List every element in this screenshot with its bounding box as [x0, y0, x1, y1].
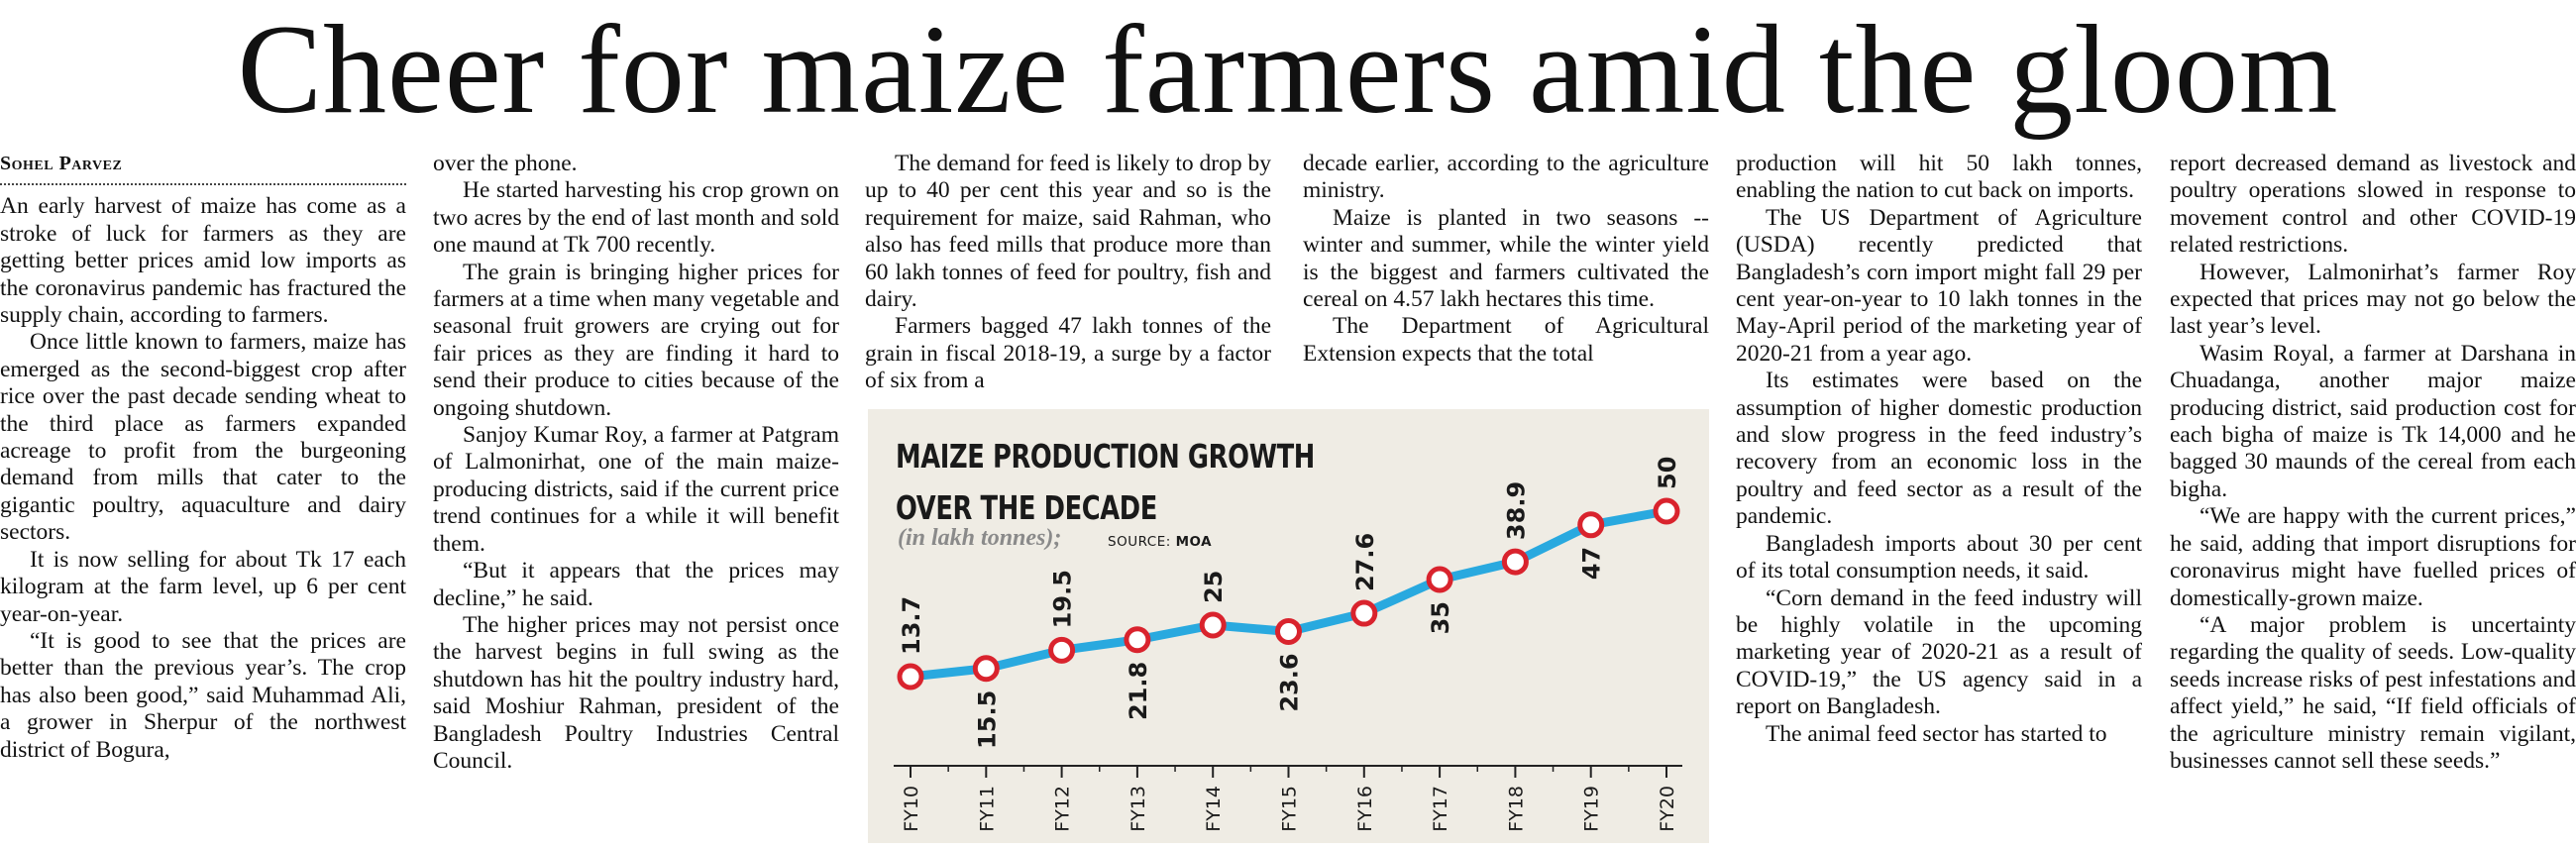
data-label: 19.5 [1049, 570, 1077, 628]
article-column-3: The demand for feed is likely to drop by… [865, 151, 1271, 388]
x-tick-label: FY12 [1052, 786, 1074, 832]
chart-source-label: SOURCE: [1108, 534, 1171, 550]
chart-source-value: MOA [1175, 534, 1213, 550]
chart-source: SOURCE: MOA [1108, 534, 1212, 550]
data-label: 27.6 [1351, 533, 1379, 591]
x-tick-label: FY15 [1279, 786, 1301, 832]
paragraph: The US Department of Agriculture (USDA) … [1736, 204, 2142, 367]
data-label: 25 [1200, 571, 1228, 603]
paragraph: The Department of Agricultural Extension… [1303, 313, 1709, 367]
paragraph: production will hit 50 lakh tonnes, enab… [1736, 151, 2142, 204]
paragraph: However, Lalmonirhat’s farmer Roy expect… [2170, 259, 2576, 340]
article-column-5: production will hit 50 lakh tonnes, enab… [1736, 151, 2142, 844]
data-point [1048, 636, 1076, 664]
paragraph: over the phone. [433, 151, 578, 176]
article-column-2: over the phone. He started harvesting hi… [433, 151, 839, 844]
data-point [972, 655, 1000, 683]
paragraph: Farmers bagged 47 lakh tonnes of the gra… [865, 313, 1271, 388]
x-tick-label: FY20 [1657, 786, 1678, 832]
data-label: 13.7 [898, 596, 925, 655]
data-label: 38.9 [1502, 481, 1530, 540]
paragraph: Its estimates were based on the assumpti… [1736, 368, 2142, 530]
paragraph: Bangladesh imports about 30 per cent of … [1736, 530, 2142, 584]
paragraph: Sanjoy Kumar Roy, a farmer at Patgram of… [433, 422, 839, 557]
data-label: 50 [1654, 457, 1681, 489]
paragraph: decade earlier, according to the agricul… [1303, 151, 1709, 204]
data-point [1199, 611, 1227, 639]
maize-production-chart: MAIZE PRODUCTION GROWTH OVER THE DECADE … [868, 409, 1709, 843]
paragraph: The demand for feed is likely to drop by… [865, 151, 1271, 313]
data-point [1124, 626, 1151, 654]
paragraph: He started harvesting his crop grown on … [433, 177, 839, 259]
x-tick-label: FY10 [901, 786, 922, 832]
data-point [1350, 599, 1378, 627]
data-point [1275, 617, 1302, 645]
paragraph: “We are happy with the current prices,” … [2170, 503, 2576, 611]
data-label: 21.8 [1125, 662, 1152, 720]
x-tick-label: FY17 [1430, 786, 1451, 832]
paragraph: The animal feed sector has started to [1766, 720, 2107, 747]
paragraph: “Corn demand in the feed industry will b… [1736, 584, 2142, 720]
series-line [906, 506, 1671, 682]
chart-title: MAIZE PRODUCTION GROWTH OVER THE DECADE [896, 431, 1315, 534]
paragraph: “A major problem is uncertainty regardin… [2170, 611, 2576, 774]
paragraph: Once little known to farmers, maize has … [0, 329, 406, 546]
byline: Sohel Parvez [0, 151, 406, 186]
paragraph: It is now selling for about Tk 17 each k… [0, 546, 406, 627]
data-point [1577, 511, 1605, 539]
paragraph: report decreased demand as livestock and… [2170, 151, 2576, 259]
data-point [1501, 548, 1529, 576]
article-column-6: report decreased demand as livestock and… [2170, 151, 2576, 844]
chart-plot: FY10 FY11 FY12 FY13 FY14 FY15 FY16 FY17 FY18 FY19… [894, 457, 1682, 832]
x-tick-label: FY13 [1127, 786, 1149, 832]
headline: Cheer for maize farmers amid the gloom [237, 0, 2339, 140]
article-column-1: Sohel Parvez An early harvest of maize h… [0, 151, 406, 844]
article-column-4: decade earlier, according to the agricul… [1303, 151, 1709, 388]
x-tick-label: FY16 [1354, 786, 1376, 832]
paragraph: Wasim Royal, a farmer at Darshana in Chu… [2170, 340, 2576, 502]
data-label: 15.5 [973, 690, 1001, 749]
chart-title-line-1: MAIZE PRODUCTION GROWTH [896, 437, 1315, 476]
paragraph: Maize is planted in two seasons -- winte… [1303, 204, 1709, 313]
chart-unit-note: (in lakh tonnes); [898, 525, 1062, 551]
data-point [897, 663, 924, 690]
data-label: 47 [1578, 547, 1606, 580]
data-label: 35 [1427, 601, 1454, 634]
paragraph: The grain is bringing higher prices for … [433, 259, 839, 421]
x-tick-label: FY18 [1505, 786, 1527, 832]
chart-title-line-2: OVER THE DECADE [896, 488, 1157, 527]
x-tick-label: FY11 [976, 786, 998, 832]
data-label: 23.6 [1276, 653, 1304, 711]
x-tick-label: FY19 [1581, 786, 1603, 832]
paragraph: The higher prices may not persist once t… [433, 611, 839, 774]
paragraph: An early harvest of maize has come as a … [0, 193, 406, 329]
paragraph: “It is good to see that the prices are b… [0, 627, 406, 763]
data-point [1426, 566, 1453, 593]
x-tick-label: FY14 [1203, 786, 1225, 832]
paragraph: “But it appears that the prices may decl… [433, 558, 839, 611]
data-point [1653, 497, 1680, 525]
